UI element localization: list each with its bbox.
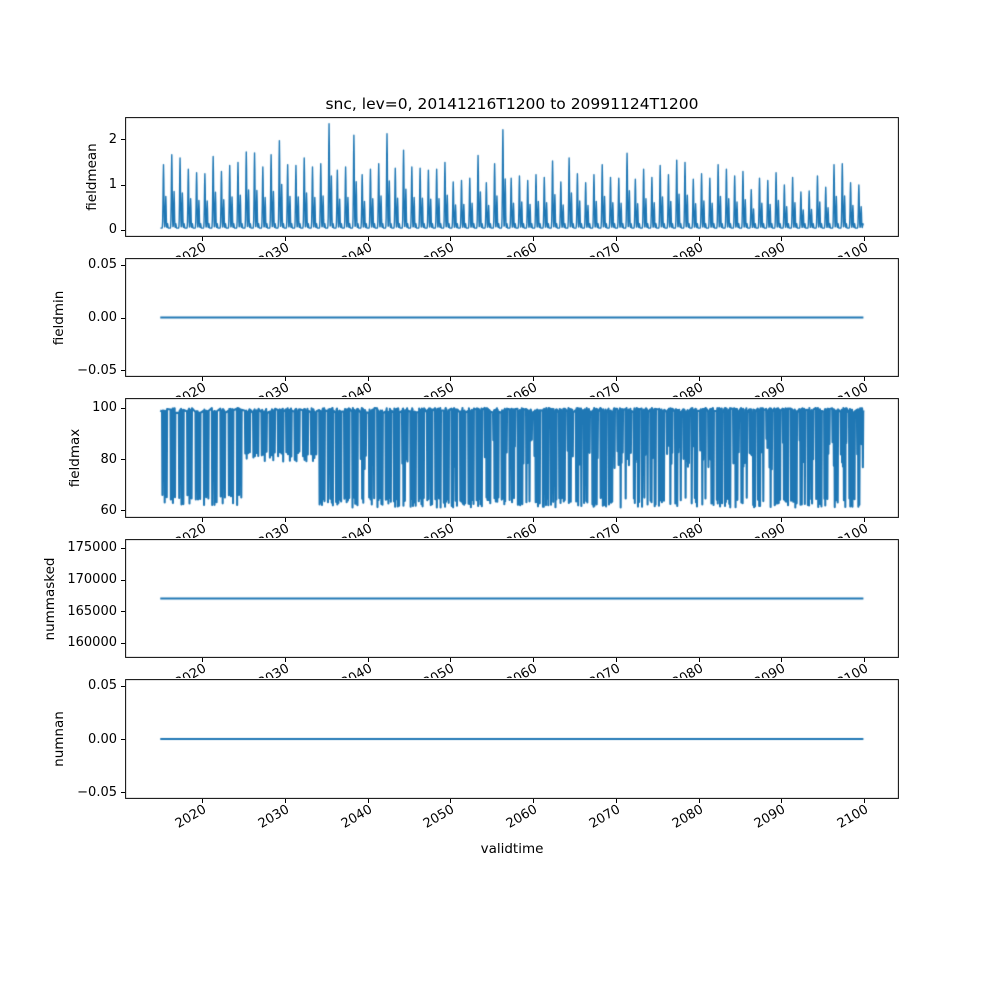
x-tick-mark [285,799,286,803]
x-tick-label: 2020 [172,661,209,678]
y-axis-label-fieldmin: fieldmin [50,290,67,345]
x-tick-mark [450,518,451,522]
x-tick-mark [781,237,782,241]
y-tick-mark [121,686,125,687]
y-tick-label: 170000 [67,572,117,587]
x-tick-label-row: 2020 2030 2040 2050 2060 2070 2080 2090 2100 [125,800,899,845]
x-tick-mark [864,518,865,522]
x-tick-mark [202,518,203,522]
y-tick-label: 0 [108,222,117,238]
x-tick-mark [781,658,782,662]
x-tick-mark [450,237,451,241]
x-tick-mark [285,658,286,662]
y-tick-label: 60 [100,502,117,518]
y-axis-label-numnan: numnan [50,711,67,767]
y-tick-mark [121,643,125,644]
y-tick-label: 0.05 [88,678,117,694]
y-tick-label: 160000 [67,635,117,651]
x-tick-mark [285,237,286,241]
x-tick-mark [533,518,534,522]
y-tick-label: 0.00 [88,731,117,747]
y-tick-label: −0.05 [77,362,117,378]
x-tick-mark [533,377,534,381]
x-tick-mark [781,518,782,522]
x-tick-mark [450,799,451,803]
x-tick-mark [368,658,369,662]
x-tick-mark [368,237,369,241]
x-tick-mark [616,799,617,803]
x-tick-mark [864,237,865,241]
x-tick-mark [368,377,369,381]
y-tick-mark [121,611,125,612]
x-tick-mark [285,518,286,522]
x-tick-mark [202,799,203,803]
y-tick-label: 80 [100,451,117,467]
x-tick-label: 2020 [172,521,209,538]
subplot-axes-fieldmax [125,398,899,518]
x-tick-mark [699,658,700,662]
x-tick-mark [202,377,203,381]
y-tick-mark [121,318,125,319]
y-tick-mark [121,370,125,371]
x-tick-mark [699,799,700,803]
x-tick-mark [864,377,865,381]
y-axis-label-fieldmax: fieldmax [67,428,84,488]
x-tick-mark [533,237,534,241]
x-tick-mark [699,518,700,522]
y-tick-mark [121,459,125,460]
x-tick-mark [781,377,782,381]
x-tick-mark [202,658,203,662]
y-tick-label: 0.00 [88,310,117,325]
x-tick-mark [533,658,534,662]
y-tick-label: 175000 [67,540,117,556]
x-tick-mark [781,799,782,803]
y-tick-mark [121,185,125,186]
x-tick-mark [533,799,534,803]
y-tick-mark [121,580,125,581]
x-tick-mark [616,377,617,381]
figure-title: snc, lev=0, 20141216T1200 to 20991124T12… [325,95,699,113]
x-tick-label-row-clipped: 2020 2030 2040 2050 2060 2070 2080 2090 2100 [125,519,899,538]
x-tick-mark [202,237,203,241]
x-tick-mark [368,799,369,803]
y-tick-label: 2 [108,131,117,147]
y-tick-mark [121,408,125,409]
subplot-axes-fieldmin [125,258,899,377]
x-tick-mark [616,237,617,241]
y-tick-label: 100 [92,400,117,416]
x-tick-label-row-clipped: 2020 2030 2040 2050 2060 2070 2080 2090 2100 [125,659,899,678]
y-tick-label: 1 [108,177,117,193]
subplot-axes-nummasked [125,539,899,658]
x-axis-label: validtime [480,841,544,857]
x-tick-label-row-clipped: 2020 2030 2040 2050 2060 2070 2080 2090 2100 [125,238,899,257]
y-tick-label: −0.05 [77,784,117,800]
subplot-axes-numnan [125,679,899,799]
y-tick-mark [121,510,125,511]
y-axis-label-fieldmean: fieldmean [83,143,100,211]
subplot-axes-fieldmean [125,117,899,237]
x-tick-mark [864,799,865,803]
x-tick-label: 2020 [172,380,209,397]
x-tick-mark [450,658,451,662]
x-tick-mark [616,518,617,522]
x-tick-mark [699,237,700,241]
y-tick-mark [121,265,125,266]
x-tick-label-row-clipped: 2020 2030 2040 2050 2060 2070 2080 2090 2100 [125,378,899,397]
y-tick-mark [121,230,125,231]
y-axis-label-nummasked: nummasked [42,557,59,640]
y-tick-mark [121,548,125,549]
y-tick-mark [121,792,125,793]
x-tick-mark [450,377,451,381]
y-tick-mark [121,739,125,740]
x-tick-mark [285,377,286,381]
x-tick-label: 2020 [172,240,209,257]
x-tick-mark [864,658,865,662]
y-tick-mark [121,139,125,140]
x-tick-mark [368,518,369,522]
y-tick-label: 0.05 [88,257,117,273]
x-tick-mark [616,658,617,662]
y-tick-label: 165000 [67,603,117,619]
x-tick-mark [699,377,700,381]
